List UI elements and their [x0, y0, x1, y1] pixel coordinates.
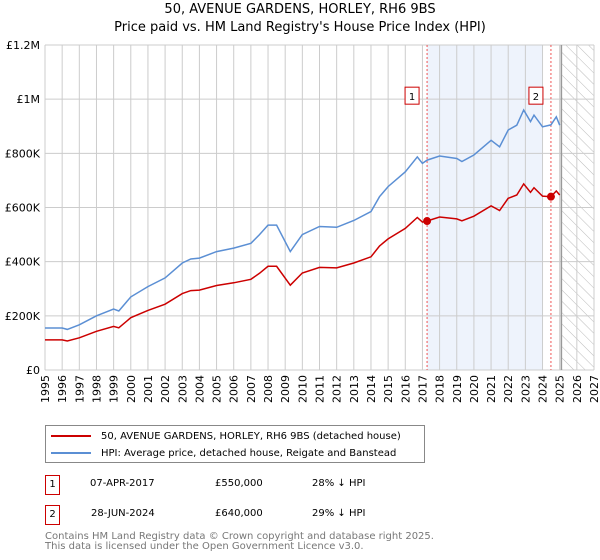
y-tick-label: £200K [5, 310, 41, 323]
x-tick-label: 1999 [108, 375, 121, 403]
chart-subtitle: Price paid vs. HM Land Registry's House … [114, 20, 486, 35]
x-tick-label: 2019 [451, 375, 464, 403]
x-tick-label: 2020 [468, 375, 481, 403]
y-tick-label: £0 [26, 364, 40, 377]
x-tick-label: 2004 [193, 375, 206, 403]
x-tick-label: 2014 [365, 375, 378, 403]
x-tick-label: 2027 [588, 375, 600, 403]
x-tick-label: 2001 [142, 375, 155, 403]
sale-point [546, 192, 555, 201]
x-tick-label: 2010 [296, 375, 309, 403]
transaction-row: 2 28-JUN-2024 £640,000 29% ↓ HPI [45, 505, 465, 525]
x-tick-label: 1996 [56, 375, 69, 403]
transaction-date: 28-JUN-2024 [91, 508, 155, 519]
x-tick-label: 2006 [228, 375, 241, 403]
x-tick-label: 1997 [73, 375, 86, 403]
x-tick-label: 2026 [571, 375, 584, 403]
y-tick-label: £800K [5, 147, 41, 160]
sale-badge [404, 86, 420, 105]
legend-label-property: 50, AVENUE GARDENS, HORLEY, RH6 9BS (det… [101, 430, 401, 442]
x-tick-label: 2007 [245, 375, 258, 403]
legend-item-hpi: HPI: Average price, detached house, Reig… [51, 445, 396, 461]
sale-badge-label: 1 [409, 92, 415, 103]
x-tick-label: 2000 [125, 375, 138, 403]
x-tick-label: 2025 [554, 375, 567, 403]
x-tick-label: 2018 [434, 375, 447, 403]
y-tick-label: £400K [5, 256, 41, 269]
x-tick-label: 2011 [314, 375, 327, 403]
transaction-hpi-diff: 29% ↓ HPI [312, 508, 366, 519]
x-tick-label: 2012 [331, 375, 344, 403]
chart-title: 50, AVENUE GARDENS, HORLEY, RH6 9BS [164, 2, 436, 17]
footer-copyright: Contains HM Land Registry data © Crown c… [45, 531, 434, 542]
transaction-hpi-diff: 28% ↓ HPI [312, 478, 366, 489]
x-tick-label: 2016 [399, 375, 412, 403]
sale-badge-label: 2 [533, 92, 539, 103]
sale-badge [528, 86, 544, 105]
x-tick-label: 1998 [90, 375, 103, 403]
y-tick-label: £600K [5, 202, 41, 215]
x-tick-label: 2009 [279, 375, 292, 403]
x-tick-label: 2024 [537, 375, 550, 403]
x-tick-label: 2003 [176, 375, 189, 403]
x-tick-label: 2023 [519, 375, 532, 403]
chart-plot: 1995 1996 1997 1998 1999 2000 2001 2002 2003 2004… [5, 39, 600, 403]
transaction-badge: 1 [45, 475, 60, 495]
x-tick-label: 2022 [502, 375, 515, 403]
transaction-badge: 2 [45, 505, 60, 525]
legend-item-property: 50, AVENUE GARDENS, HORLEY, RH6 9BS (det… [51, 428, 401, 444]
legend-label-hpi: HPI: Average price, detached house, Reig… [101, 447, 397, 459]
sale-point [423, 217, 432, 226]
x-tick-label: 2013 [348, 375, 361, 403]
hpi-series-line [45, 108, 561, 331]
x-tick-label: 2005 [211, 375, 224, 403]
x-tick-label: 2017 [416, 375, 429, 403]
transaction-date: 07-APR-2017 [90, 478, 155, 489]
x-tick-label: 2021 [485, 375, 498, 403]
footer-licence: This data is licensed under the Open Gov… [45, 541, 364, 552]
legend-swatch-hpi [51, 452, 91, 454]
transaction-row: 1 07-APR-2017 £550,000 28% ↓ HPI [45, 475, 465, 495]
y-tick-label: £1.2M [6, 39, 40, 52]
transaction-price: £640,000 [215, 508, 263, 519]
x-tick-label: 2008 [262, 375, 275, 403]
y-tick-label: £1M [17, 93, 41, 106]
x-tick-label: 2002 [159, 375, 172, 403]
x-tick-label: 1995 [39, 375, 52, 403]
legend-swatch-property [51, 435, 91, 437]
x-tick-label: 2015 [382, 375, 395, 403]
property-series-line [45, 182, 561, 342]
legend: 50, AVENUE GARDENS, HORLEY, RH6 9BS (det… [45, 425, 425, 463]
transaction-price: £550,000 [215, 478, 263, 489]
